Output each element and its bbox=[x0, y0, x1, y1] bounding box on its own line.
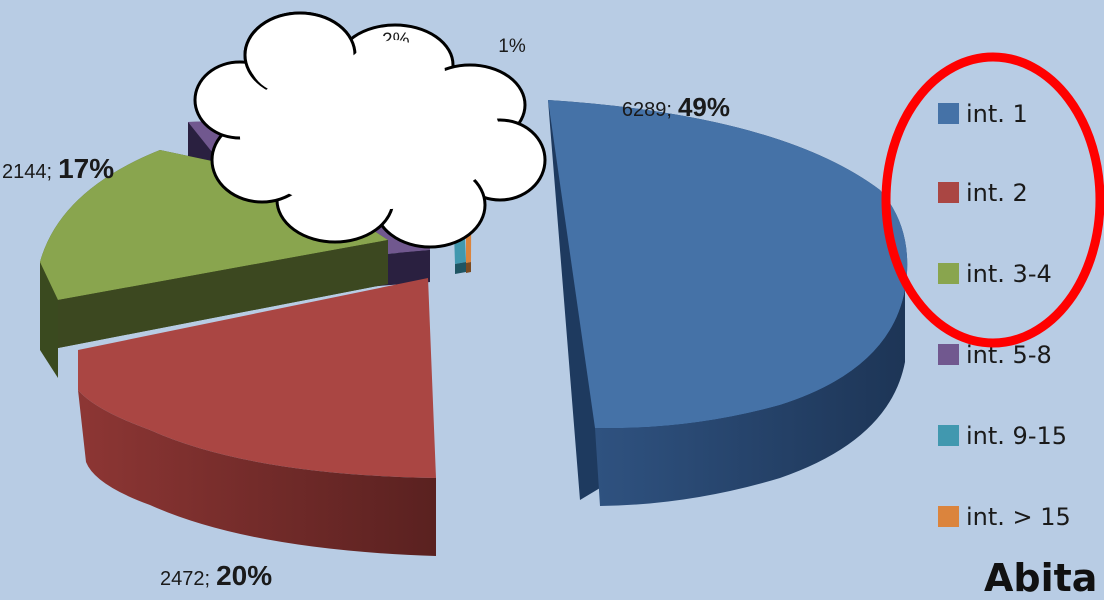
svg-text:int. 1: int. 1 bbox=[966, 100, 1028, 128]
label-int-gt-15: 1% bbox=[498, 36, 526, 57]
label-int-2: 2472; 20% bbox=[160, 560, 272, 591]
legend-item-int-1: int. 1 bbox=[938, 100, 1028, 128]
svg-text:int. 3-4: int. 3-4 bbox=[966, 260, 1052, 288]
label-int-3-4: 2144; 17% bbox=[2, 153, 114, 184]
slice-int-2 bbox=[78, 278, 436, 556]
cloud-fill-cover bbox=[240, 27, 500, 210]
label-int-1: 6289; 49% bbox=[622, 92, 730, 122]
caption-text: Abita bbox=[984, 556, 1098, 600]
slice-int-1 bbox=[548, 100, 908, 506]
svg-text:int. > 15: int. > 15 bbox=[966, 503, 1071, 531]
legend-item-int-3-4: int. 3-4 bbox=[938, 260, 1052, 288]
legend-item-int-2: int. 2 bbox=[938, 179, 1028, 207]
legend: int. 1 int. 2 int. 3-4 int. 5-8 int. 9-1… bbox=[938, 100, 1071, 531]
svg-text:int. 2: int. 2 bbox=[966, 179, 1028, 207]
svg-text:int. 9-15: int. 9-15 bbox=[966, 422, 1067, 450]
legend-item-int-9-15: int. 9-15 bbox=[938, 422, 1067, 450]
red-ellipse-annotation bbox=[881, 52, 1104, 348]
legend-item-int-gt-15: int. > 15 bbox=[938, 503, 1071, 531]
